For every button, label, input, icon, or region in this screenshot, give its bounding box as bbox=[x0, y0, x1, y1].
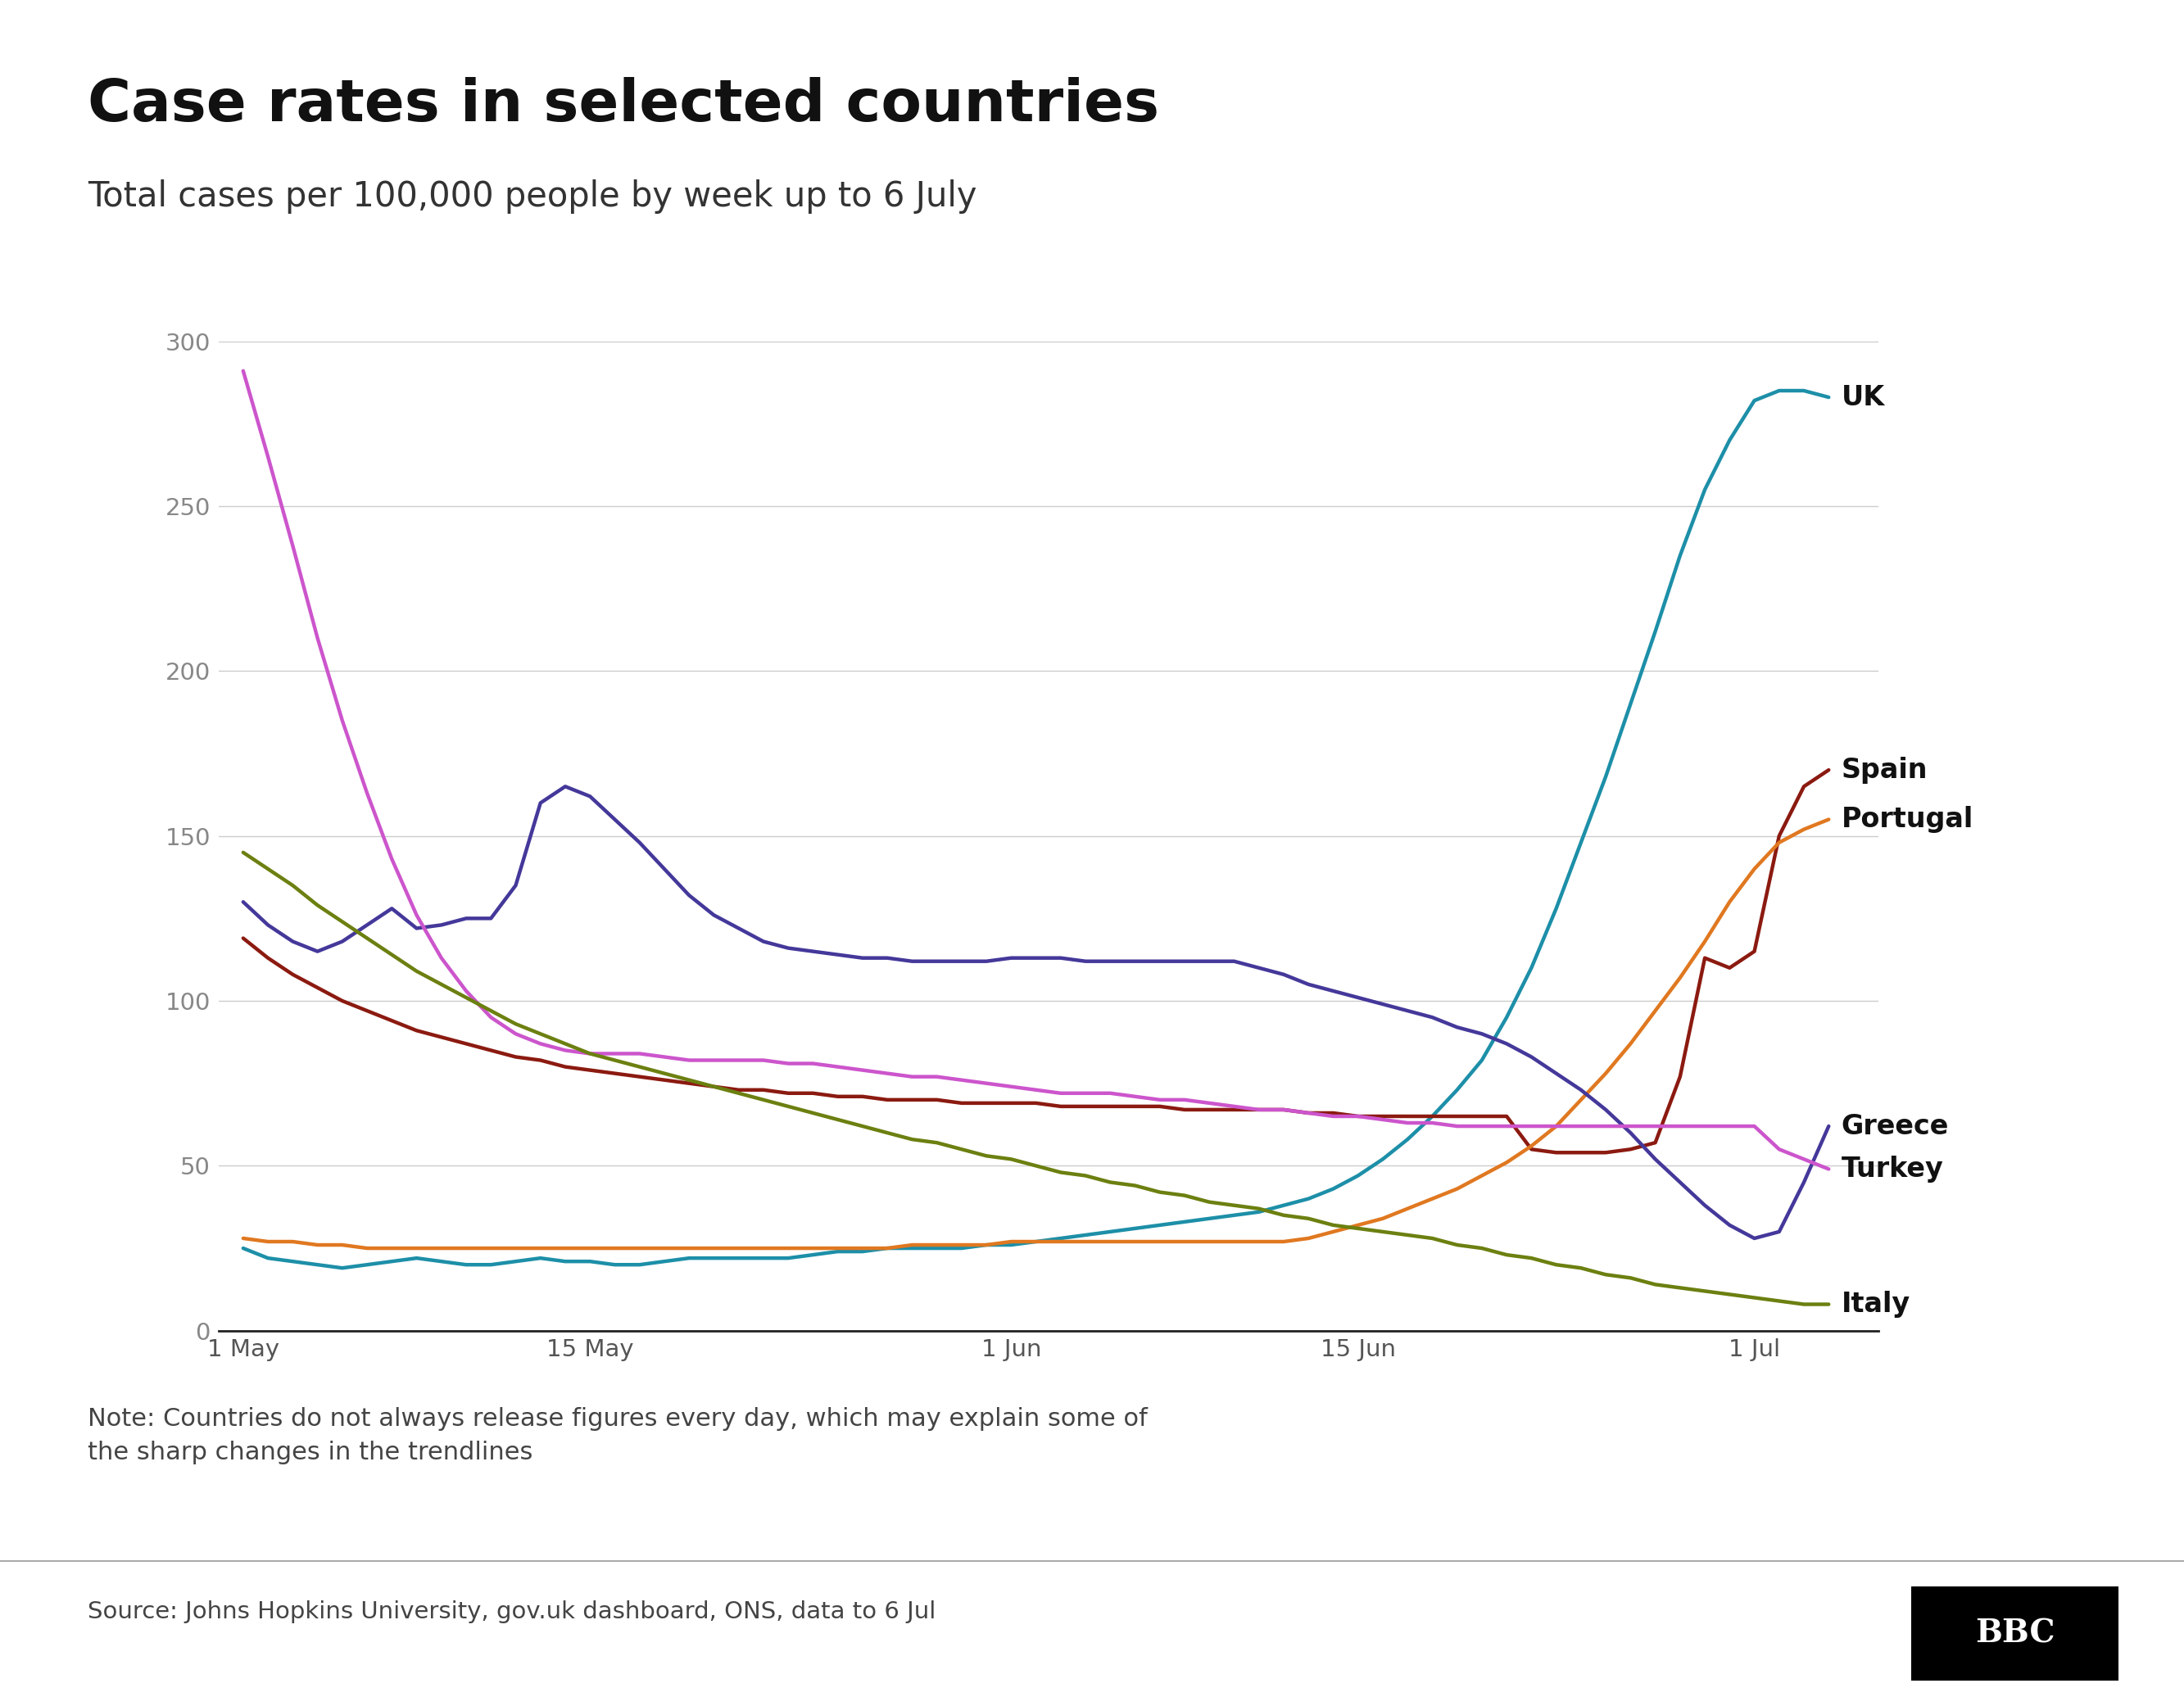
Text: Case rates in selected countries: Case rates in selected countries bbox=[87, 77, 1160, 133]
Text: Italy: Italy bbox=[1841, 1291, 1911, 1317]
Text: Portugal: Portugal bbox=[1841, 805, 1972, 833]
Text: Total cases per 100,000 people by week up to 6 July: Total cases per 100,000 people by week u… bbox=[87, 179, 976, 213]
Text: Source: Johns Hopkins University, gov.uk dashboard, ONS, data to 6 Jul: Source: Johns Hopkins University, gov.uk… bbox=[87, 1600, 935, 1624]
Text: Turkey: Turkey bbox=[1841, 1155, 1944, 1182]
Text: UK: UK bbox=[1841, 384, 1885, 411]
Text: Spain: Spain bbox=[1841, 756, 1928, 783]
Text: BBC: BBC bbox=[1974, 1617, 2055, 1650]
Text: Greece: Greece bbox=[1841, 1112, 1948, 1140]
Text: Note: Countries do not always release figures every day, which may explain some : Note: Countries do not always release fi… bbox=[87, 1407, 1147, 1464]
